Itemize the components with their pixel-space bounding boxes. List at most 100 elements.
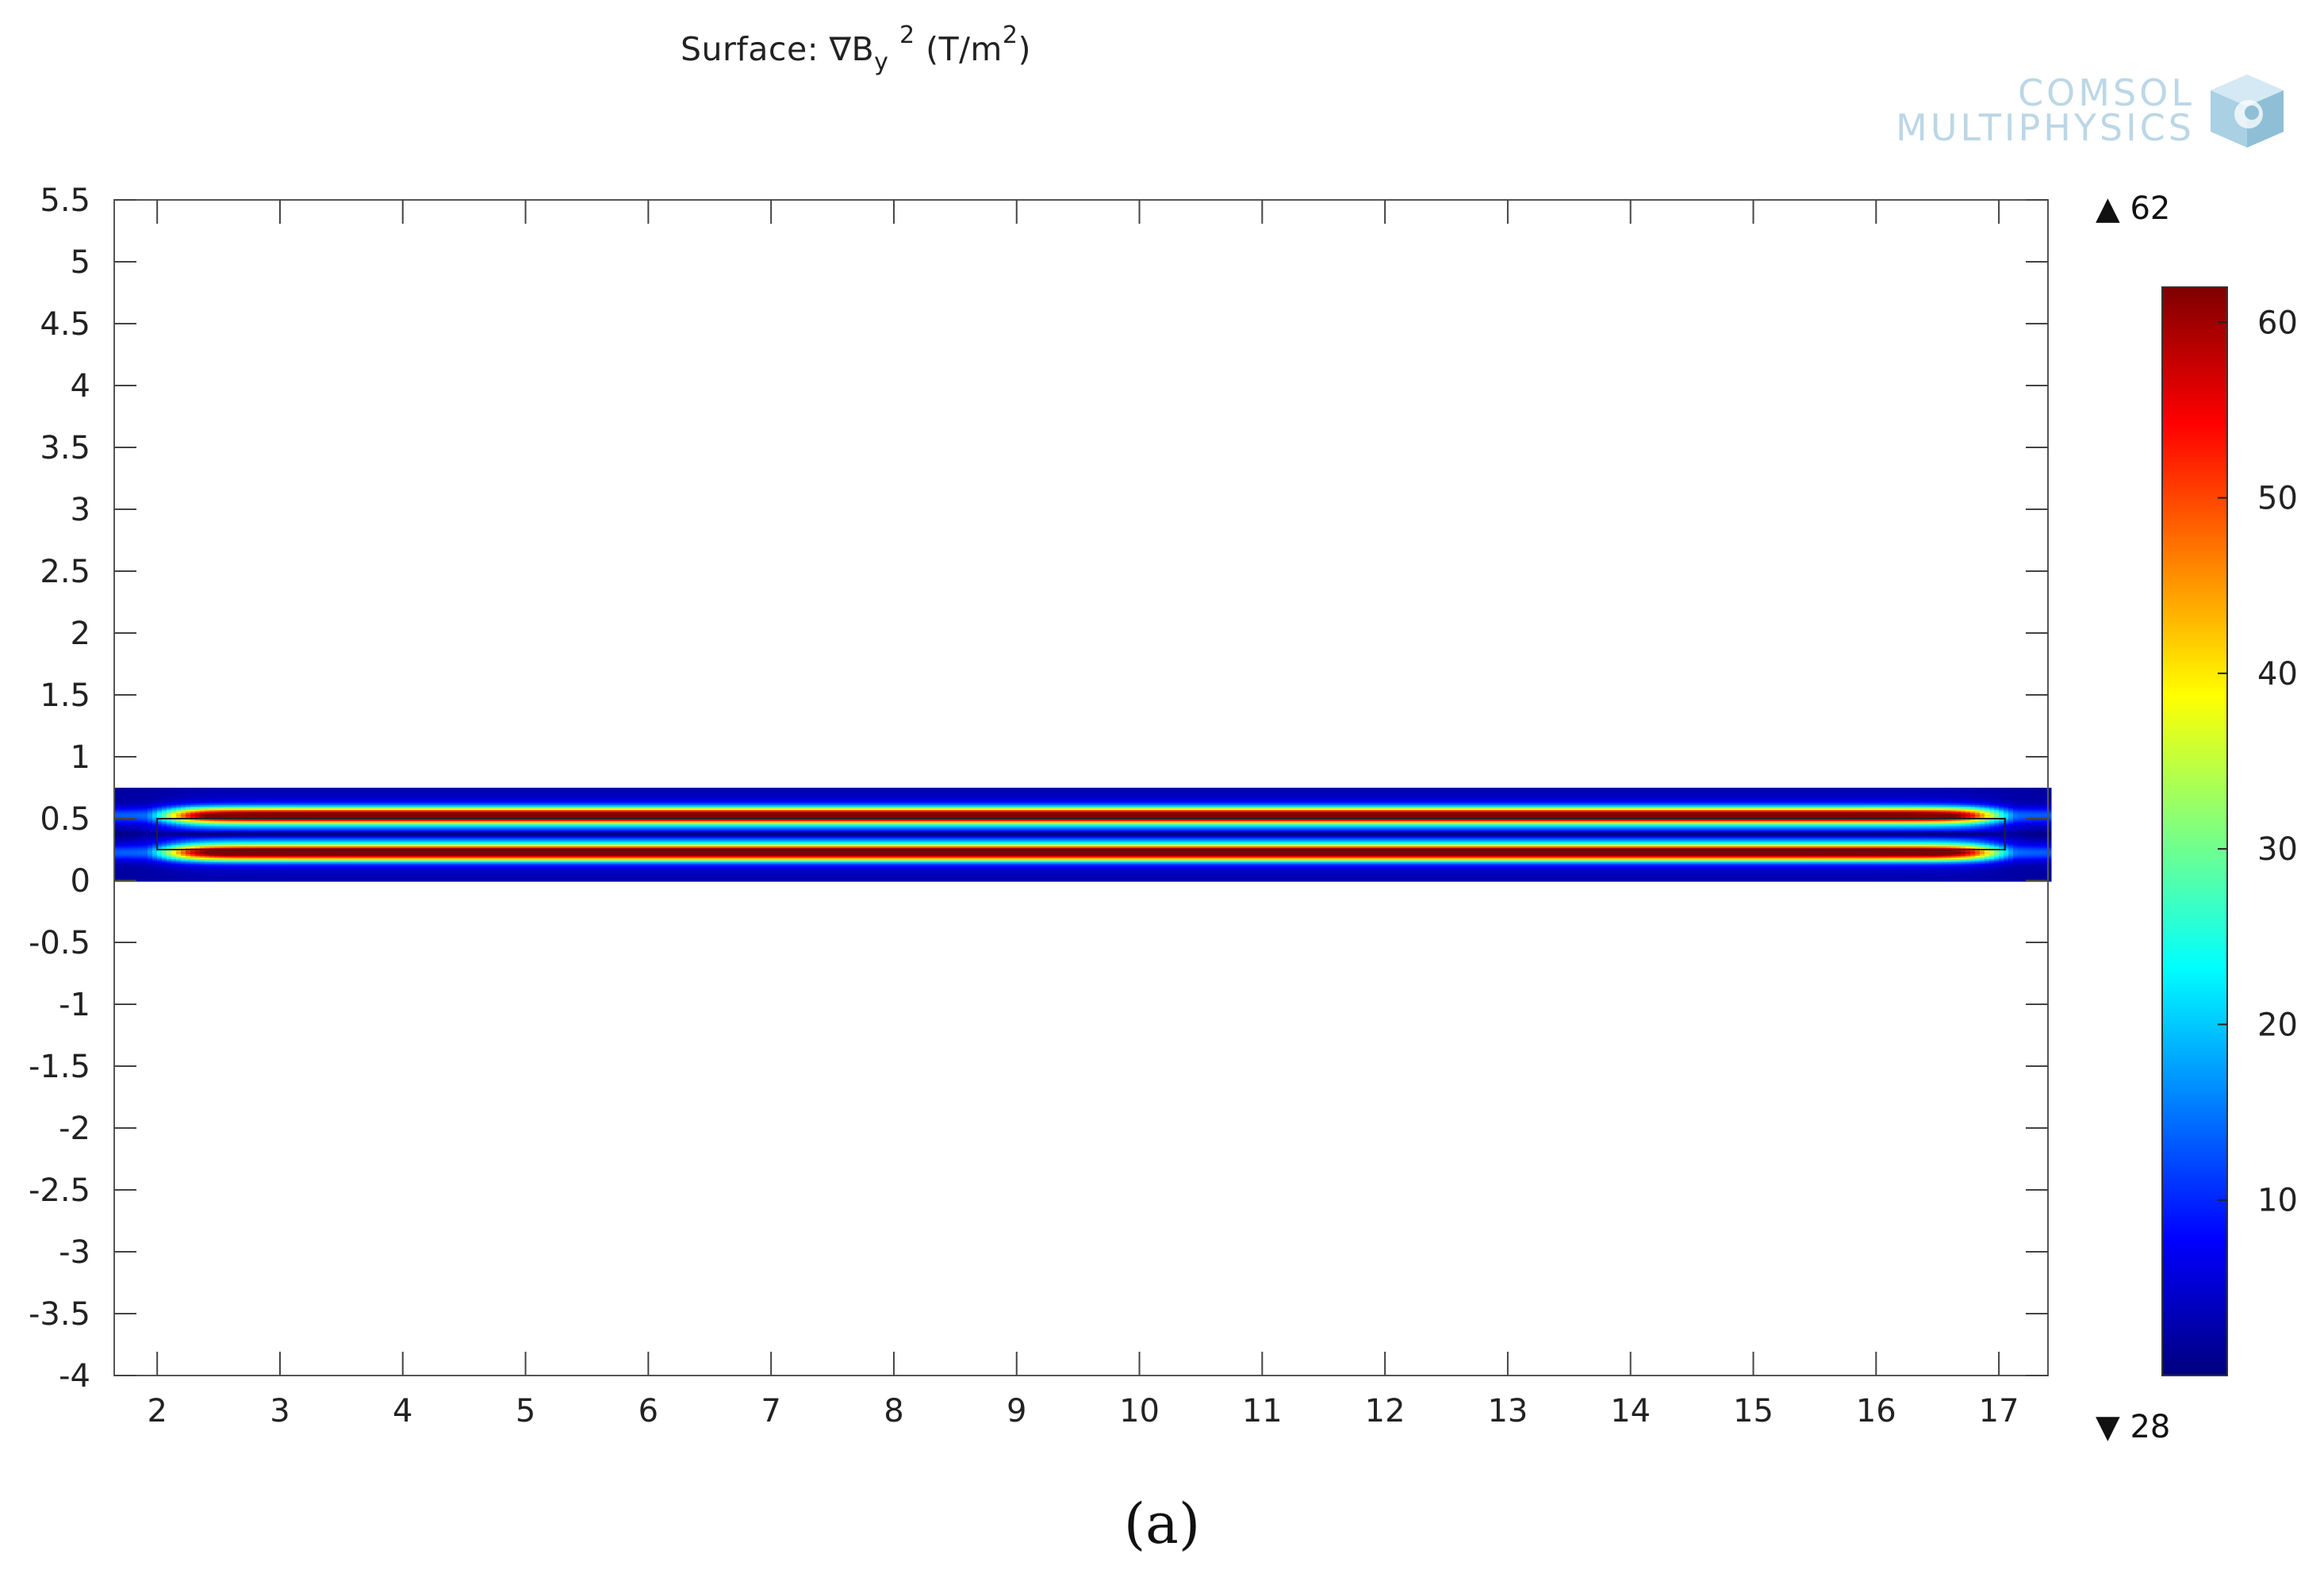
- field-cell: [1299, 789, 1305, 792]
- field-cell: [828, 794, 834, 796]
- field-cell: [980, 794, 986, 796]
- field-cell: [814, 788, 819, 790]
- field-cell: [1494, 788, 1500, 790]
- field-cell: [1585, 788, 1590, 790]
- field-cell: [1104, 794, 1110, 796]
- field-cell: [1961, 791, 1966, 793]
- field-cell: [899, 789, 905, 792]
- field-cell: [1413, 792, 1419, 795]
- field-cell: [328, 789, 334, 792]
- field-cell: [1161, 791, 1167, 793]
- field-cell: [528, 788, 534, 790]
- field-cell: [1180, 792, 1186, 795]
- field-cell: [1375, 792, 1381, 795]
- field-cell: [219, 796, 224, 798]
- field-cell: [333, 796, 339, 798]
- field-cell: [443, 796, 448, 798]
- field-cell: [1656, 794, 1662, 796]
- field-cell: [428, 788, 434, 790]
- field-cell: [918, 794, 924, 796]
- field-cell: [443, 788, 448, 790]
- field-cell: [1361, 794, 1367, 796]
- field-cell: [1847, 789, 1852, 792]
- field-cell: [1252, 788, 1257, 790]
- field-cell: [1680, 792, 1685, 795]
- field-cell: [780, 789, 786, 792]
- field-cell: [243, 794, 248, 796]
- field-cell: [595, 796, 600, 798]
- field-cell: [1585, 792, 1590, 795]
- field-cell: [738, 791, 743, 793]
- field-cell: [842, 792, 848, 795]
- field-cell: [761, 792, 767, 795]
- field-cell: [490, 789, 496, 792]
- field-cell: [2032, 788, 2038, 790]
- field-cell: [961, 792, 967, 795]
- field-cell: [714, 788, 719, 790]
- field-cell: [1889, 792, 1895, 795]
- field-cell: [533, 789, 539, 792]
- field-cell: [971, 792, 976, 795]
- field-cell: [1047, 788, 1053, 790]
- field-cell: [1099, 788, 1105, 790]
- field-cell: [447, 788, 453, 790]
- field-cell: [880, 794, 886, 796]
- field-cell: [828, 796, 834, 798]
- field-cell: [1651, 788, 1657, 790]
- field-cell: [366, 794, 372, 796]
- field-cell: [1333, 789, 1338, 792]
- field-cell: [409, 792, 415, 795]
- field-cell: [1961, 788, 1966, 790]
- field-cell: [942, 791, 948, 793]
- field-cell: [1004, 791, 1010, 793]
- field-cell: [895, 788, 900, 790]
- field-cell: [1209, 794, 1214, 796]
- field-cell: [1233, 791, 1238, 793]
- field-cell: [1123, 791, 1129, 793]
- field-cell: [681, 796, 686, 798]
- field-cell: [1737, 794, 1743, 796]
- field-cell: [2032, 791, 2038, 793]
- field-cell: [476, 788, 481, 790]
- field-cell: [162, 789, 167, 792]
- field-cell: [314, 796, 320, 798]
- field-cell: [842, 789, 848, 792]
- field-cell: [1647, 792, 1652, 795]
- field-cell: [533, 792, 539, 795]
- field-cell: [395, 796, 401, 798]
- field-cell: [262, 794, 267, 796]
- field-cell: [928, 794, 934, 796]
- field-cell: [804, 791, 810, 793]
- field-cell: [609, 794, 615, 796]
- field-cell: [171, 792, 177, 795]
- field-cell: [1071, 792, 1076, 795]
- field-cell: [1123, 788, 1129, 790]
- field-cell: [1394, 789, 1400, 792]
- field-cell: [795, 794, 800, 796]
- field-cell: [942, 792, 948, 795]
- field-cell: [800, 796, 805, 798]
- field-cell: [466, 792, 472, 795]
- field-cell: [1228, 794, 1233, 796]
- field-cell: [114, 788, 120, 790]
- field-cell: [1761, 794, 1766, 796]
- field-cell: [1033, 794, 1038, 796]
- field-cell: [1233, 789, 1238, 792]
- field-cell: [600, 788, 605, 790]
- field-cell: [338, 789, 343, 792]
- field-cell: [219, 791, 224, 793]
- field-cell: [871, 788, 876, 790]
- field-cell: [1199, 789, 1205, 792]
- field-cell: [1494, 792, 1500, 795]
- field-cell: [590, 788, 596, 790]
- field-cell: [738, 794, 743, 796]
- field-cell: [780, 796, 786, 798]
- field-cell: [457, 789, 462, 792]
- field-cell: [899, 788, 905, 790]
- field-cell: [1675, 789, 1681, 792]
- field-cell: [947, 789, 953, 792]
- field-cell: [552, 794, 558, 796]
- field-cell: [2037, 788, 2042, 790]
- field-cell: [1946, 791, 1952, 793]
- field-cell: [1452, 791, 1457, 793]
